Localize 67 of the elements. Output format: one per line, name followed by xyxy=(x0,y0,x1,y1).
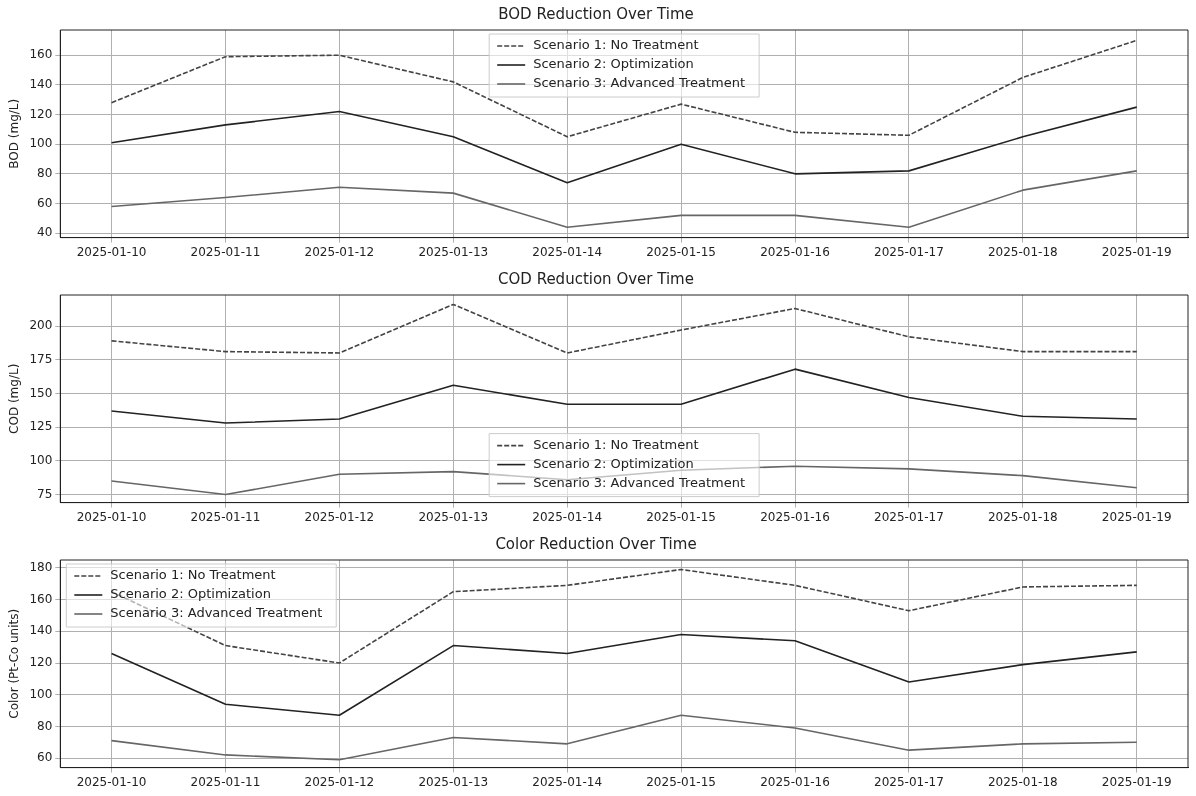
y-tick-label: 200 xyxy=(29,318,53,333)
line-series xyxy=(110,39,1138,138)
legend-label: Scenario 3: Advanced Treatment xyxy=(533,474,746,490)
legend-label: Scenario 2: Optimization xyxy=(533,455,694,471)
x-tick-label: 2025-01-12 xyxy=(304,509,375,524)
x-tick-label: 2025-01-17 xyxy=(874,509,944,524)
legend-label: Scenario 1: No Treatment xyxy=(533,436,699,452)
x-tick-label: 2025-01-19 xyxy=(1101,244,1172,259)
x-tick-label: 2025-01-13 xyxy=(418,244,489,259)
x-tick-label: 2025-01-11 xyxy=(190,509,261,524)
y-tick-label: 140 xyxy=(29,76,53,91)
y-tick-label: 100 xyxy=(29,686,53,701)
x-tick-label: 2025-01-15 xyxy=(646,244,716,259)
x-tick-label: 2025-01-18 xyxy=(987,509,1058,524)
x-tick-label: 2025-01-16 xyxy=(760,509,830,524)
x-tick-label: 2025-01-19 xyxy=(1101,774,1172,789)
y-tick-label: 100 xyxy=(29,452,53,467)
y-tick-label: 120 xyxy=(29,655,53,670)
x-tick-label: 2025-01-16 xyxy=(760,244,830,259)
x-tick-label: 2025-01-11 xyxy=(190,244,261,259)
x-tick-label: 2025-01-15 xyxy=(646,509,716,524)
x-tick-label: 2025-01-10 xyxy=(76,774,147,789)
x-tick-label: 2025-01-17 xyxy=(874,244,944,259)
y-tick-label: 175 xyxy=(29,351,53,366)
x-tick-label: 2025-01-14 xyxy=(532,774,603,789)
y-tick-label: 80 xyxy=(37,165,53,180)
y-axis-title: COD (mg/L) xyxy=(7,363,22,434)
y-tick-label: 60 xyxy=(37,750,53,765)
x-tick-label: 2025-01-11 xyxy=(190,774,261,789)
y-tick-label: 75 xyxy=(37,486,53,501)
x-tick-label: 2025-01-17 xyxy=(874,774,944,789)
legend-label: Scenario 3: Advanced Treatment xyxy=(110,605,323,621)
y-tick-label: 180 xyxy=(29,560,53,575)
legend-label: Scenario 1: No Treatment xyxy=(110,567,276,583)
x-tick-label: 2025-01-10 xyxy=(76,244,147,259)
y-tick-label: 120 xyxy=(29,106,53,121)
x-tick-label: 2025-01-13 xyxy=(418,509,489,524)
y-tick-label: 100 xyxy=(29,136,53,151)
line-series xyxy=(110,303,1138,354)
legend-label: Scenario 2: Optimization xyxy=(533,56,694,72)
legend-label: Scenario 1: No Treatment xyxy=(533,37,699,53)
y-tick-label: 160 xyxy=(29,47,53,62)
x-tick-label: 2025-01-14 xyxy=(532,244,603,259)
y-tick-label: 60 xyxy=(37,195,53,210)
legend-label: Scenario 2: Optimization xyxy=(110,586,271,602)
y-axis-title: BOD (mg/L) xyxy=(7,98,22,169)
chart-title: COD Reduction Over Time xyxy=(498,269,694,288)
x-tick-label: 2025-01-13 xyxy=(418,774,489,789)
y-tick-label: 80 xyxy=(37,718,53,733)
x-tick-label: 2025-01-12 xyxy=(304,244,375,259)
x-tick-label: 2025-01-18 xyxy=(987,244,1058,259)
legend-label: Scenario 3: Advanced Treatment xyxy=(533,75,746,91)
x-tick-label: 2025-01-19 xyxy=(1101,509,1172,524)
x-tick-label: 2025-01-10 xyxy=(76,509,147,524)
x-tick-label: 2025-01-16 xyxy=(760,774,830,789)
x-tick-label: 2025-01-12 xyxy=(304,774,375,789)
chart-title: BOD Reduction Over Time xyxy=(498,4,694,23)
y-tick-label: 160 xyxy=(29,591,53,606)
x-tick-label: 2025-01-15 xyxy=(646,774,716,789)
x-tick-label: 2025-01-18 xyxy=(987,774,1058,789)
y-axis-title: Color (Pt-Co units) xyxy=(7,608,22,719)
y-tick-label: 40 xyxy=(37,225,53,240)
y-tick-label: 125 xyxy=(29,419,53,434)
chart-title: Color Reduction Over Time xyxy=(495,534,697,553)
x-tick-label: 2025-01-14 xyxy=(532,509,603,524)
y-tick-label: 140 xyxy=(29,623,53,638)
y-tick-label: 150 xyxy=(29,385,53,400)
